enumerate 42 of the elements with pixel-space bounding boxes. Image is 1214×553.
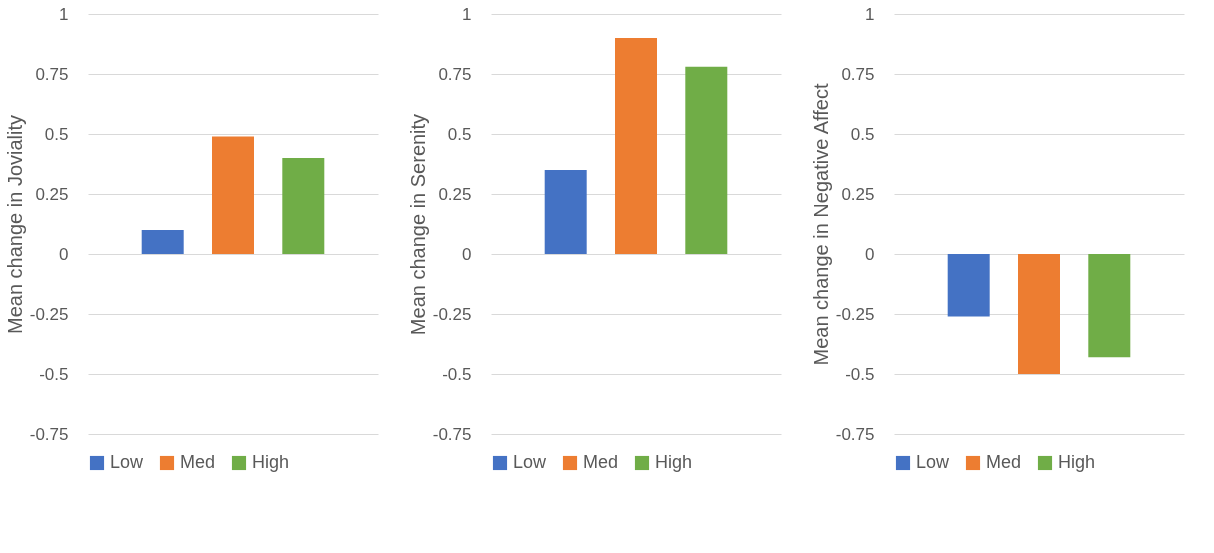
y-tick-label: -0.5 xyxy=(39,364,69,384)
legend-label: Low xyxy=(513,452,548,472)
y-tick-label: -0.5 xyxy=(845,364,875,384)
y-tick-label: 0 xyxy=(59,244,69,264)
y-axis-title: Mean change in Negative Affect xyxy=(809,83,832,366)
y-tick-label: 0.25 xyxy=(35,184,69,204)
y-tick-label: -0.25 xyxy=(29,304,69,324)
legend-label: Low xyxy=(916,452,951,472)
y-axis-title: Mean change in Joviality xyxy=(3,114,26,335)
y-tick-label: 0.75 xyxy=(438,64,472,84)
legend-label: Med xyxy=(583,452,619,472)
y-tick-label: 0.75 xyxy=(841,64,875,84)
y-tick-label: 1 xyxy=(462,4,472,24)
y-tick-label: 0.25 xyxy=(438,184,472,204)
y-tick-label: -0.75 xyxy=(29,424,69,444)
legend-label: Med xyxy=(180,452,216,472)
y-tick-label: -0.75 xyxy=(835,424,875,444)
legend-label: Med xyxy=(986,452,1022,472)
bar xyxy=(544,170,587,254)
y-tick-label: -0.25 xyxy=(835,304,875,324)
y-tick-label: -0.5 xyxy=(442,364,472,384)
y-tick-label: 0.5 xyxy=(447,124,472,144)
legend-label: High xyxy=(252,452,290,472)
y-tick-label: 1 xyxy=(865,4,875,24)
legend-label: Low xyxy=(110,452,145,472)
bar xyxy=(282,158,325,254)
y-tick-label: 0.5 xyxy=(44,124,69,144)
legend-label: High xyxy=(1058,452,1096,472)
bar xyxy=(615,38,657,254)
bar xyxy=(212,136,254,254)
y-tick-label: 0 xyxy=(462,244,472,264)
y-axis-title: Mean change in Serenity xyxy=(406,113,429,336)
y-tick-label: 0.5 xyxy=(850,124,875,144)
y-tick-label: 1 xyxy=(59,4,69,24)
y-tick-label: 0.75 xyxy=(35,64,69,84)
y-tick-label: 0.25 xyxy=(841,184,875,204)
bar xyxy=(685,66,728,254)
y-tick-label: -0.25 xyxy=(432,304,472,324)
bar xyxy=(141,230,184,254)
y-tick-label: 0 xyxy=(865,244,875,264)
y-tick-label: -0.75 xyxy=(432,424,472,444)
legend-label: High xyxy=(655,452,693,472)
